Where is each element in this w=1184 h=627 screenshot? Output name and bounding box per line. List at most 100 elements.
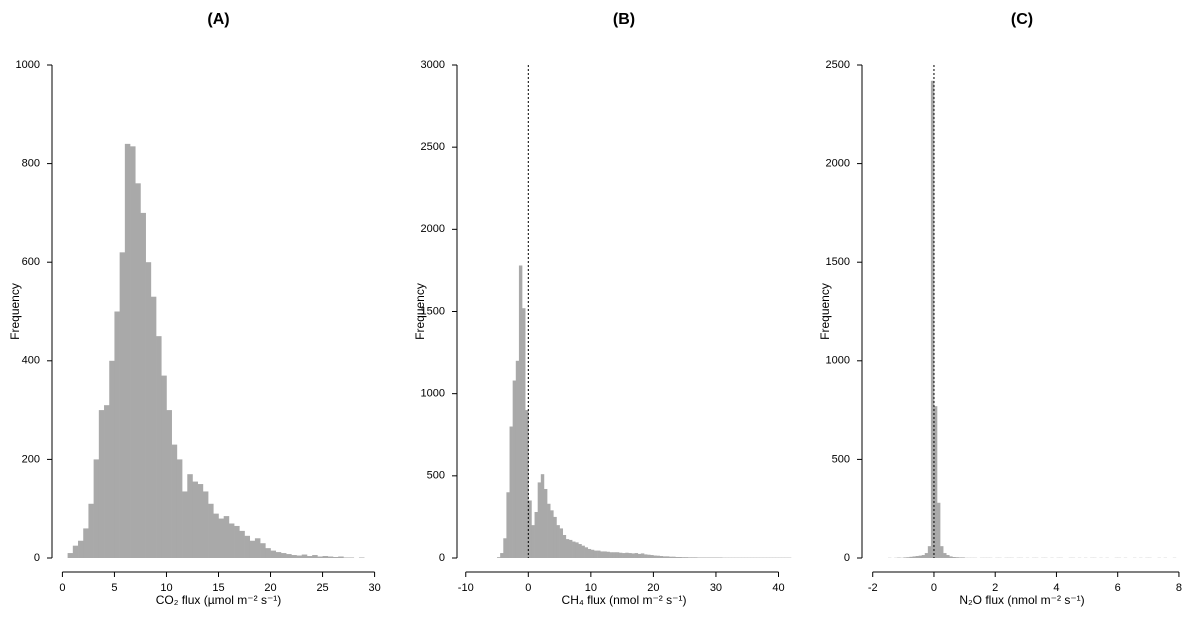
y-tick-label: 0 bbox=[844, 552, 850, 564]
bar bbox=[690, 557, 695, 558]
x-tick-label: 20 bbox=[264, 582, 276, 594]
y-tick-label: 1000 bbox=[421, 388, 445, 400]
x-tick-label: 20 bbox=[647, 582, 659, 594]
bar bbox=[182, 491, 188, 558]
bar bbox=[559, 528, 564, 558]
bar bbox=[280, 553, 287, 558]
bar bbox=[659, 556, 664, 558]
bar bbox=[949, 556, 953, 558]
bar bbox=[534, 511, 538, 558]
bar bbox=[603, 551, 607, 558]
y-tick-label: 1000 bbox=[16, 59, 40, 71]
bar bbox=[924, 553, 929, 558]
y-tick-label: 1500 bbox=[826, 256, 850, 268]
bar bbox=[93, 459, 100, 558]
bar bbox=[612, 552, 617, 558]
x-tick-label: 8 bbox=[1176, 582, 1182, 594]
bar bbox=[239, 530, 245, 558]
x-tick-label: 4 bbox=[1053, 582, 1059, 594]
y-tick-label: 0 bbox=[439, 552, 445, 564]
bar bbox=[625, 552, 629, 558]
bar bbox=[640, 553, 645, 558]
bar bbox=[166, 410, 172, 558]
y-tick-label: 400 bbox=[22, 355, 40, 367]
bar bbox=[286, 554, 292, 558]
y-tick-label: 200 bbox=[22, 453, 40, 465]
bar bbox=[202, 491, 209, 558]
bar bbox=[669, 556, 673, 558]
bar bbox=[98, 410, 105, 558]
x-tick-label: 30 bbox=[710, 582, 722, 594]
x-tick-label: 0 bbox=[931, 582, 937, 594]
bar bbox=[940, 546, 944, 558]
bar bbox=[537, 482, 542, 558]
y-tick-label: 800 bbox=[22, 158, 40, 170]
bar bbox=[88, 503, 94, 558]
bar bbox=[275, 552, 282, 558]
bar bbox=[584, 547, 589, 558]
bar bbox=[301, 554, 308, 558]
bar bbox=[556, 525, 560, 558]
bar bbox=[631, 553, 635, 558]
bar bbox=[249, 540, 256, 558]
bar bbox=[597, 550, 601, 558]
chart-title: (C) bbox=[1011, 11, 1033, 28]
y-tick-label: 1000 bbox=[826, 355, 850, 367]
bar bbox=[906, 557, 910, 558]
bar bbox=[306, 556, 313, 558]
bar bbox=[83, 528, 89, 558]
bar bbox=[903, 557, 907, 558]
bar bbox=[600, 551, 604, 558]
bar bbox=[187, 474, 193, 558]
bar bbox=[665, 556, 670, 558]
y-tick-label: 2000 bbox=[826, 158, 850, 170]
bar bbox=[176, 459, 183, 558]
bar bbox=[915, 556, 919, 558]
bar bbox=[687, 557, 692, 558]
bar bbox=[119, 252, 126, 558]
y-axis-label: Frequency bbox=[413, 283, 427, 340]
y-tick-label: 1500 bbox=[421, 305, 445, 317]
bar bbox=[909, 556, 913, 558]
x-tick-label: 5 bbox=[111, 582, 117, 594]
x-axis-label: N₂O flux (nmol m⁻² s⁻¹) bbox=[959, 593, 1084, 607]
bar bbox=[270, 550, 277, 558]
x-axis-label: CH₄ flux (nmol m⁻² s⁻¹) bbox=[562, 593, 687, 607]
bar bbox=[681, 557, 685, 558]
bar bbox=[637, 553, 642, 558]
bar bbox=[547, 503, 551, 558]
bar bbox=[114, 311, 120, 558]
x-tick-label: -10 bbox=[458, 582, 474, 594]
bar bbox=[291, 555, 297, 558]
bar bbox=[581, 545, 585, 558]
bar bbox=[921, 555, 926, 558]
bar bbox=[578, 544, 582, 558]
x-tick-label: -2 bbox=[868, 582, 878, 594]
bar bbox=[647, 554, 651, 558]
bar bbox=[506, 492, 510, 558]
bar bbox=[135, 183, 141, 558]
bar bbox=[234, 525, 240, 558]
bar bbox=[213, 513, 219, 558]
bar bbox=[650, 555, 654, 558]
bar bbox=[609, 552, 614, 558]
bar bbox=[675, 557, 679, 558]
bar bbox=[244, 535, 251, 558]
bar bbox=[912, 556, 916, 558]
x-tick-label: 6 bbox=[1115, 582, 1121, 594]
bar bbox=[327, 556, 334, 558]
bar bbox=[678, 557, 682, 558]
bar bbox=[958, 557, 962, 558]
bar bbox=[952, 557, 956, 558]
bar bbox=[606, 551, 610, 558]
bar bbox=[562, 534, 567, 558]
bar bbox=[140, 212, 146, 558]
bar bbox=[694, 557, 698, 558]
chart-title: (B) bbox=[613, 11, 635, 28]
bar bbox=[634, 553, 639, 558]
x-tick-label: 0 bbox=[525, 582, 531, 594]
bar bbox=[124, 143, 131, 558]
x-tick-label: 25 bbox=[316, 582, 328, 594]
bar bbox=[543, 488, 548, 558]
bar bbox=[622, 553, 626, 558]
